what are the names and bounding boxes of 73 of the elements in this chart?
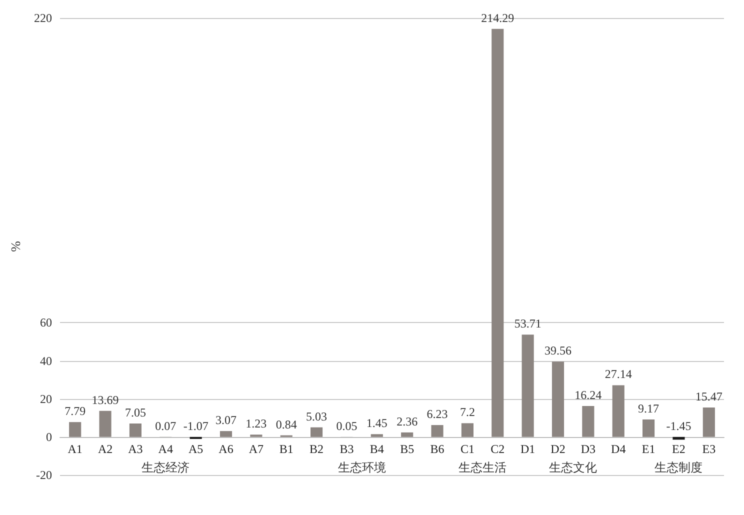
x-tick-label: B2 xyxy=(310,442,324,456)
bar xyxy=(492,28,504,437)
bar xyxy=(220,431,232,437)
data-label: -1.45 xyxy=(666,418,692,433)
data-label: 13.69 xyxy=(92,392,119,407)
y-tick-label: 60 xyxy=(40,316,52,330)
x-tick-label: A3 xyxy=(128,442,143,456)
x-tick-label: A5 xyxy=(188,442,204,456)
data-label: 7.79 xyxy=(64,404,86,418)
bar xyxy=(401,432,414,437)
annotation: 生态环境 xyxy=(338,460,386,474)
bar xyxy=(431,425,444,437)
x-tick-label: B5 xyxy=(400,442,414,456)
data-label: 6.23 xyxy=(426,407,448,422)
x-tick-label: E2 xyxy=(672,442,686,456)
data-label: 1.23 xyxy=(246,416,267,431)
x-tick-label: A1 xyxy=(68,442,82,456)
data-label: 0.07 xyxy=(155,418,176,433)
data-label: 9.17 xyxy=(638,401,660,416)
y-tick-label: -20 xyxy=(36,468,52,482)
x-tick-label: B4 xyxy=(370,442,384,456)
x-tick-label: E1 xyxy=(642,442,656,456)
x-tick-label: D4 xyxy=(611,442,626,456)
data-label: 53.71 xyxy=(514,316,542,331)
data-label: 0.84 xyxy=(276,417,297,432)
x-tick-label: D2 xyxy=(550,442,566,456)
bar xyxy=(99,410,112,437)
x-tick-label: C2 xyxy=(490,442,505,456)
data-label: 7.05 xyxy=(124,405,146,420)
bar xyxy=(552,362,564,437)
x-tick-label: A6 xyxy=(218,442,234,456)
bar xyxy=(672,436,685,440)
x-tick-label: A4 xyxy=(158,442,173,456)
bar xyxy=(310,427,323,437)
data-label: 3.07 xyxy=(216,413,236,428)
bar xyxy=(461,423,474,437)
x-tick-label: D1 xyxy=(520,442,536,456)
x-tick-label: B1 xyxy=(279,442,294,456)
annotation: 生态制度 xyxy=(654,460,703,474)
y-tick-label: 40 xyxy=(40,354,52,368)
x-tick-label: A7 xyxy=(248,442,264,456)
data-label: 15.47 xyxy=(695,389,722,404)
bar xyxy=(370,434,383,437)
data-label: 5.03 xyxy=(306,409,328,424)
x-tick-label: E3 xyxy=(702,442,716,456)
data-label: 214.29 xyxy=(481,10,514,25)
data-label: 7.2 xyxy=(460,405,475,420)
x-tick-label: A2 xyxy=(98,442,113,456)
x-tick-label: D3 xyxy=(580,442,596,456)
data-label: 1.45 xyxy=(366,416,388,430)
data-label: 39.56 xyxy=(544,344,572,358)
bar xyxy=(642,419,655,437)
x-tick-label: C1 xyxy=(460,442,474,456)
data-label: 2.36 xyxy=(396,414,418,428)
bar xyxy=(522,334,534,437)
x-tick-label: B3 xyxy=(340,442,354,456)
bar xyxy=(582,406,594,437)
data-label: 0.05 xyxy=(336,418,358,433)
annotation: 生态生活 xyxy=(458,460,507,474)
data-label: 16.24 xyxy=(574,388,602,402)
bar xyxy=(69,422,82,437)
annotation: 生态文化 xyxy=(549,460,598,474)
x-tick-label: B6 xyxy=(430,442,444,456)
y-tick-label: 20 xyxy=(40,392,52,406)
data-label: 27.14 xyxy=(604,367,632,382)
data-label: -1.07 xyxy=(183,418,208,433)
bar xyxy=(612,385,624,437)
y-tick-label: 220 xyxy=(34,11,52,25)
y-tick-label: 0 xyxy=(46,430,52,444)
annotation: 生态经济 xyxy=(142,460,190,474)
bar xyxy=(129,423,142,437)
bar xyxy=(702,407,715,437)
y-axis-title: % xyxy=(8,240,23,252)
